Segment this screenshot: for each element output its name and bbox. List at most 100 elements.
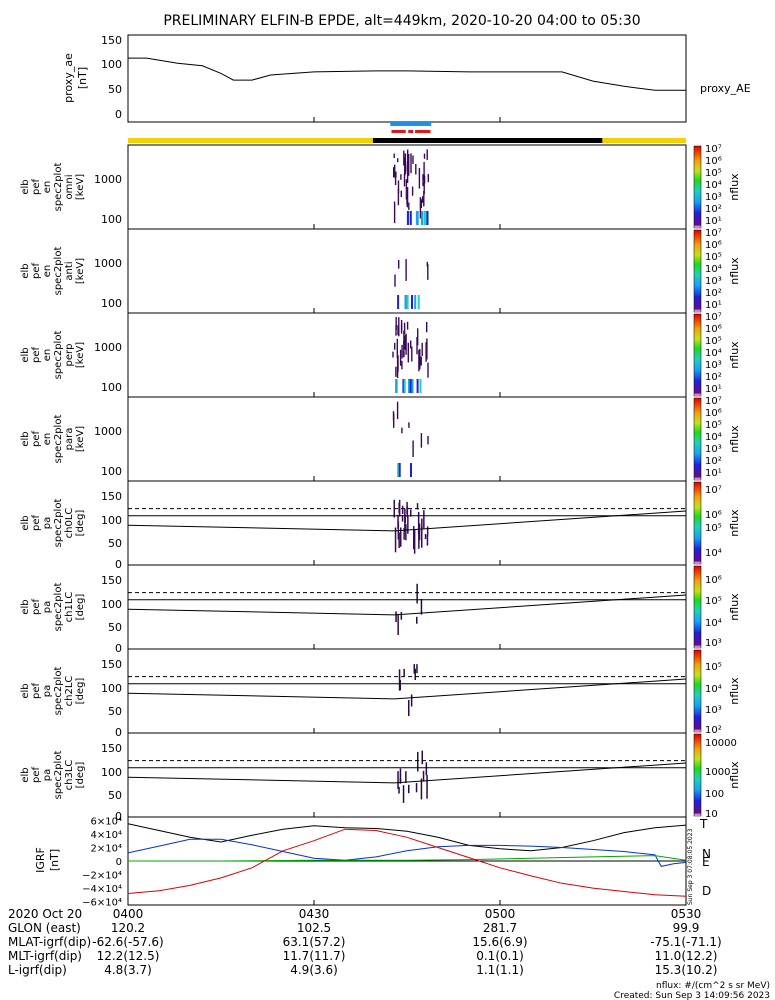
spec-streak: [401, 427, 403, 434]
ch3-ytick: 100: [101, 766, 122, 779]
pa-streak: [399, 778, 402, 784]
ch1-ylabel-line: ch1LC: [64, 592, 75, 623]
ephem-value: 0430: [299, 907, 330, 921]
para-ylabel: elb pef en spec2plot para [keV]: [20, 415, 86, 464]
omni-cbar-tick: 10⁶: [705, 156, 722, 167]
ch0-ytick: 50: [108, 537, 122, 550]
pa-streak: [405, 771, 407, 783]
ae-yticks: 150 100 50 0: [101, 34, 122, 121]
spec-streak: [427, 362, 429, 378]
spec-low-energy-cell: [414, 295, 417, 309]
ae-series-line: [128, 57, 686, 91]
spec-streak: [404, 161, 407, 172]
ch0-cbar-tick: 10⁴: [705, 548, 722, 559]
anti-ylabel: elb pef en spec2plot anti [keV]: [20, 247, 86, 296]
perp-ytick: 100: [101, 381, 122, 394]
pa-streak: [394, 527, 397, 553]
spec-streak: [423, 153, 426, 159]
spectrogram-marks: [392, 149, 429, 803]
ch0-ylabel: elb pef pa spec2plot ch0LC [deg]: [20, 499, 86, 548]
spec-streak: [398, 317, 400, 337]
spec-streak: [395, 171, 397, 178]
ch0-cbar-tick: 10⁶: [705, 510, 722, 521]
ch1-colorbar: 10⁶ 10⁵ 10⁴ 10³ nflux: [693, 565, 741, 649]
spec-low-energy-cell: [409, 211, 412, 225]
pa-streak: [397, 613, 399, 635]
omni-cbar-tick: 10³: [705, 192, 722, 203]
ch3-ylabel: elb pef pa spec2plot ch3LC [deg]: [20, 751, 86, 800]
spec-streak: [407, 342, 409, 363]
ch2-ylabel: elb pef pa spec2plot ch2LC [deg]: [20, 667, 86, 716]
anti-cbar-tick: 10²: [705, 288, 722, 299]
ch2-ylabel-line: spec2plot: [53, 667, 64, 716]
spec-streak: [403, 322, 406, 335]
perp-cbar-tick: 10⁴: [705, 348, 722, 359]
spec-streak: [397, 158, 399, 163]
para-colorbar: 10⁷ 10⁶ 10⁵ 10⁴ 10³ 10² 10¹ nflux: [693, 396, 741, 481]
para-ylabel-line: en: [42, 433, 53, 446]
spec-low-energy-cell: [404, 295, 407, 309]
igrf-D-line: [127, 828, 687, 897]
ephem-value: 11.0(12.2): [655, 949, 718, 963]
omni-ylabel-line: [keV]: [75, 174, 86, 200]
igrf-E-line: [128, 855, 687, 862]
perp-cbar-tick: 10³: [705, 360, 722, 371]
para-cbar-tick: 10⁷: [705, 396, 722, 407]
ch1-ylabel-line: elb: [20, 599, 31, 614]
perp-cbar-tick: 10⁵: [705, 336, 722, 347]
igrf-T-line: [127, 823, 687, 852]
ephem-row-l: L-igrf(dip) 4.8(3.7) 4.9(3.6) 1.1(1.1) 1…: [8, 963, 717, 977]
ch2-ytick: 0: [115, 726, 122, 739]
ch0-ylabel-line: elb: [20, 515, 31, 530]
pa-streak: [423, 510, 425, 529]
igrf-yticks: 6×10⁴ 4×10⁴ 2×10⁴ 0 −2×10⁴ −4×10⁴ −6×10⁴: [82, 816, 122, 908]
ch2-cbar-tick: 10³: [705, 705, 722, 716]
spec-streak: [396, 338, 398, 358]
igrf-ylabel: IGRF [nT]: [34, 847, 61, 873]
pa-streak: [397, 771, 399, 789]
ch1-cbar-tick: 10⁴: [705, 618, 722, 629]
para-ylabel-line: spec2plot: [53, 415, 64, 464]
ch3-ylabel-line: [deg]: [75, 762, 86, 789]
perp-cbar-tick: 10²: [705, 372, 722, 383]
omni-cbar-tick: 10⁷: [705, 144, 722, 155]
ephem-value: 15.3(10.2): [655, 963, 718, 977]
spec-low-energy-cell: [423, 211, 426, 225]
spec-streak: [403, 351, 405, 357]
para-ytick: 100: [101, 465, 122, 478]
ephem-label: GLON (east): [8, 921, 81, 935]
ch2-cbar-tick: 10²: [705, 725, 722, 736]
eclipse-bar: [372, 138, 603, 143]
ch2-ytick: 100: [101, 682, 122, 695]
para-ylabel-line: pef: [31, 431, 42, 448]
created-note: Created: Sun Sep 3 14:09:56 2023: [614, 991, 770, 1000]
spec-low-energy-cell: [406, 211, 409, 225]
spec-low-energy-cell: [421, 211, 423, 225]
units-note: nflux: #/(cm^2 s sr MeV): [656, 981, 770, 991]
ae-legend: proxy_AE: [700, 82, 751, 95]
ephem-value: -62.6(-57.6): [92, 935, 163, 949]
spec-streak: [422, 196, 424, 203]
science-zone-bar: [128, 138, 373, 143]
data-coverage-bar: [390, 122, 432, 126]
spec-streak: [407, 149, 409, 168]
perp-cbar-tick: 10¹: [705, 384, 722, 395]
spec-streak: [427, 264, 429, 280]
anti-ylabel-line: pef: [31, 263, 42, 280]
ch1-cbar-tick: 10⁶: [705, 575, 722, 586]
spec-streak: [401, 360, 403, 370]
ch0-ytick: 100: [101, 514, 122, 527]
ch3-ylabel-line: pef: [31, 767, 42, 784]
pa-streak: [402, 785, 405, 803]
spec-streak: [411, 186, 414, 196]
spec-streak: [394, 274, 396, 287]
spec-streak: [421, 342, 423, 357]
spec-low-energy-cell: [397, 463, 400, 477]
ch3-cbar-tick: 100: [705, 789, 724, 800]
ch3-ylabel-line: pa: [42, 769, 53, 781]
ae-ylabel: proxy_ae [nT]: [62, 53, 89, 103]
lc-lower-line: [127, 762, 687, 784]
ch2-ylabel-line: elb: [20, 683, 31, 698]
pa-streak: [421, 518, 423, 530]
spec-para-panel: elb pef en spec2plot para [keV] 1000 100…: [20, 396, 741, 482]
